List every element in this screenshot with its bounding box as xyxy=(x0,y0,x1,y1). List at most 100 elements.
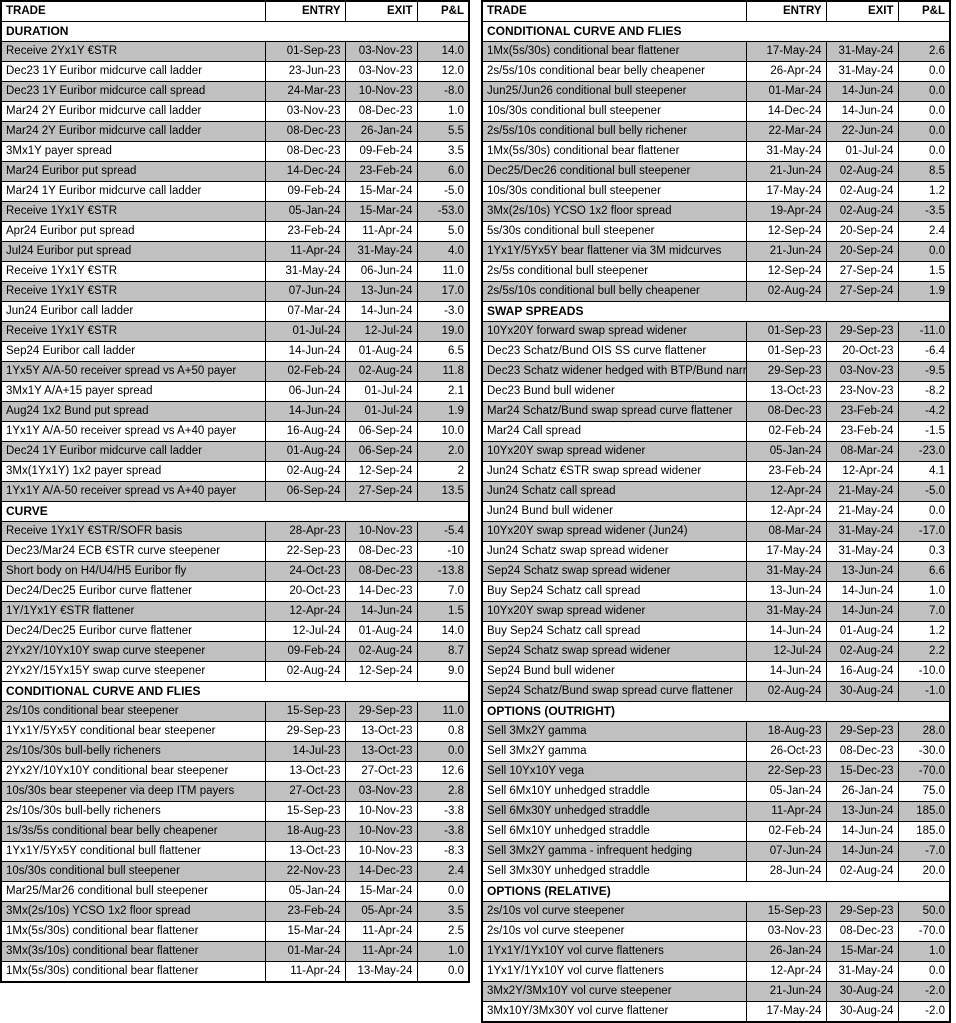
table-row[interactable]: 3Mx(1Yx1Y) 1x2 payer spread 02-Aug-24 12-S… xyxy=(0,461,470,482)
table-row[interactable]: 1Yx1Y A/A-50 receiver spread vs A+40 pay… xyxy=(0,481,470,502)
table-row[interactable]: 2s/10s vol curve steepener 03-Nov-23 08-De… xyxy=(481,921,951,942)
table-row[interactable]: 3Mx1Y A/A+15 payer spread 06-Jun-24 01-Jul… xyxy=(0,381,470,402)
table-row[interactable]: 1Yx1Y/5Yx5Y bear flattener via 3M midcur… xyxy=(481,241,951,262)
table-row[interactable]: Dec23 Schatz/Bund OIS SS curve flattener… xyxy=(481,341,951,362)
table-row[interactable]: Mar24 Euribor put spread 14-Dec-24 23-Feb-… xyxy=(0,161,470,182)
table-row[interactable]: Sep24 Euribor call ladder 14-Jun-24 01-Aug… xyxy=(0,341,470,362)
table-row[interactable]: 3Mx(2s/10s) YCSO 1x2 floor spread 23-Feb-… xyxy=(0,901,470,922)
table-row[interactable]: Sell 10Yx10Y vega 22-Sep-23 15-Dec-23 -70.0 xyxy=(481,761,951,782)
table-row[interactable]: Sep24 Schatz swap spread widener 12-Jul-2… xyxy=(481,641,951,662)
table-row[interactable]: Mar24 Schatz/Bund swap spread curve flat… xyxy=(481,401,951,422)
entry-date: 02-Aug-24 xyxy=(745,681,827,702)
table-row[interactable]: Jun24 Schatz swap spread widener 17-May-2… xyxy=(481,541,951,562)
table-row[interactable]: Jun24 Bund bull widener 12-Apr-24 21-May-2… xyxy=(481,501,951,522)
table-row[interactable]: 1Mx(5s/30s) conditional bear flattener 31… xyxy=(481,141,951,162)
pl-value: 1.0 xyxy=(897,581,951,602)
table-row[interactable]: Mar24 Call spread 02-Feb-24 23-Feb-24 -1.5 xyxy=(481,421,951,442)
table-row[interactable]: 2s/5s conditional bull steepener 12-Sep-2… xyxy=(481,261,951,282)
table-row[interactable]: Receive 1Yx1Y €STR 07-Jun-24 13-Jun-24 17.0 xyxy=(0,281,470,302)
table-row[interactable]: Receive 1Yx1Y €STR 01-Jul-24 12-Jul-24 19.0 xyxy=(0,321,470,342)
table-row[interactable]: 2s/5s/10s conditional bull belly cheapen… xyxy=(481,281,951,302)
pl-value: -5.0 xyxy=(416,181,470,202)
table-row[interactable]: 1Mx(5s/30s) conditional bear flattener 11… xyxy=(0,961,470,983)
table-row[interactable]: Dec24/Dec25 Euribor curve flattener 20-Oc… xyxy=(0,581,470,602)
table-row[interactable]: Mar24 2Y Euribor midcurve call ladder 03-… xyxy=(0,101,470,122)
table-row[interactable]: Receive 2Yx1Y €STR 01-Sep-23 03-Nov-23 14.0 xyxy=(0,41,470,62)
table-row[interactable]: 10Yx20Y swap spread widener 05-Jan-24 08-M… xyxy=(481,441,951,462)
table-row[interactable]: 10s/30s conditional bull steepener 14-Dec… xyxy=(481,101,951,122)
table-row[interactable]: 1Y/1Yx1Y €STR flattener 12-Apr-24 14-Jun-2… xyxy=(0,601,470,622)
table-row[interactable]: 3Mx(3s/10s) conditional bear flattener 01… xyxy=(0,941,470,962)
table-row[interactable]: Sell 3Mx2Y gamma - infrequent hedging 07-… xyxy=(481,841,951,862)
table-row[interactable]: Receive 1Yx1Y €STR/SOFR basis 28-Apr-23 10… xyxy=(0,521,470,542)
table-row[interactable]: 1Yx1Y/1Yx10Y vol curve flatteners 12-Apr-… xyxy=(481,961,951,982)
table-row[interactable]: 3Mx1Y payer spread 08-Dec-23 09-Feb-24 3.5 xyxy=(0,141,470,162)
section-title: CONDITIONAL CURVE AND FLIES xyxy=(481,21,951,42)
table-row[interactable]: Sell 6Mx30Y unhedged straddle 11-Apr-24 13… xyxy=(481,801,951,822)
table-row[interactable]: Buy Sep24 Schatz call spread 14-Jun-24 01-… xyxy=(481,621,951,642)
table-row[interactable]: 1Mx(5s/30s) conditional bear flattener 17… xyxy=(481,41,951,62)
table-row[interactable]: Short body on H4/U4/H5 Euribor fly 24-Oct… xyxy=(0,561,470,582)
table-row[interactable]: Sep24 Bund bull widener 14-Jun-24 16-Aug-2… xyxy=(481,661,951,682)
table-row[interactable]: 2s/10s/30s bull-belly richeners 15-Sep-23… xyxy=(0,801,470,822)
table-row[interactable]: Dec23 1Y Euribor midcurce call spread 24-… xyxy=(0,81,470,102)
table-row[interactable]: Dec23/Mar24 ECB €STR curve steepener 22-S… xyxy=(0,541,470,562)
table-row[interactable]: 10Yx20Y forward swap spread widener 01-Se… xyxy=(481,321,951,342)
table-row[interactable]: 1Yx1Y/5Yx5Y conditional bear steepener 29… xyxy=(0,721,470,742)
table-row[interactable]: Receive 1Yx1Y €STR 05-Jan-24 15-Mar-24 -53.… xyxy=(0,201,470,222)
table-row[interactable]: 1Yx1Y/5Yx5Y conditional bull flattener 13… xyxy=(0,841,470,862)
table-row[interactable]: Sell 3Mx2Y gamma 26-Oct-23 08-Dec-23 -30.0 xyxy=(481,741,951,762)
table-row[interactable]: 1s/3s/5s conditional bear belly cheapene… xyxy=(0,821,470,842)
table-row[interactable]: Receive 1Yx1Y €STR 31-May-24 06-Jun-24 11.0 xyxy=(0,261,470,282)
table-row[interactable]: 2s/5s/10s conditional bull belly richene… xyxy=(481,121,951,142)
table-row[interactable]: Jun25/Jun26 conditional bull steepener 01… xyxy=(481,81,951,102)
table-row[interactable]: 3Mx10Y/3Mx30Y vol curve flattener 17-May-… xyxy=(481,1001,951,1023)
table-row[interactable]: 10Yx20Y swap spread widener (Jun24) 08-Ma… xyxy=(481,521,951,542)
entry-date: 08-Mar-24 xyxy=(745,521,827,542)
entry-date: 05-Jan-24 xyxy=(264,881,346,902)
table-row[interactable]: Sell 6Mx10Y unhedged straddle 05-Jan-24 26… xyxy=(481,781,951,802)
table-row[interactable]: Buy Sep24 Schatz call spread 13-Jun-24 14-… xyxy=(481,581,951,602)
entry-date: 24-Oct-23 xyxy=(264,561,346,582)
table-row[interactable]: 1Yx5Y A/A-50 receiver spread vs A+50 pay… xyxy=(0,361,470,382)
table-row[interactable]: Mar24 2Y Euribor midcurve call ladder 08-… xyxy=(0,121,470,142)
table-row[interactable]: 5s/30s conditional bull steepener 12-Sep-… xyxy=(481,221,951,242)
table-row[interactable]: 1Yx1Y/1Yx10Y vol curve flatteners 26-Jan-… xyxy=(481,941,951,962)
table-row[interactable]: Mar25/Mar26 conditional bull steepener 05… xyxy=(0,881,470,902)
table-row[interactable]: Jun24 Schatz €STR swap spread widener 23-… xyxy=(481,461,951,482)
table-row[interactable]: 10s/30s conditional bull steepener 22-Nov… xyxy=(0,861,470,882)
table-row[interactable]: 1Mx(5s/30s) conditional bear flattener 15… xyxy=(0,921,470,942)
table-row[interactable]: 2s/10s conditional bear steepener 15-Sep-… xyxy=(0,701,470,722)
table-row[interactable]: 2s/10s/30s bull-belly richeners 14-Jul-23… xyxy=(0,741,470,762)
table-row[interactable]: Jun24 Schatz call spread 12-Apr-24 21-May-… xyxy=(481,481,951,502)
table-row[interactable]: 2Yx2Y/10Yx10Y conditional bear steepener… xyxy=(0,761,470,782)
table-row[interactable]: Dec23 Schatz widener hedged with BTP/Bun… xyxy=(481,361,951,382)
table-row[interactable]: 10Yx20Y swap spread widener 31-May-24 14-J… xyxy=(481,601,951,622)
table-row[interactable]: Aug24 1x2 Bund put spread 14-Jun-24 01-Jul… xyxy=(0,401,470,422)
table-row[interactable]: Mar24 1Y Euribor midcurve call ladder 09-… xyxy=(0,181,470,202)
entry-date: 01-Sep-23 xyxy=(745,321,827,342)
table-row[interactable]: 10s/30s bear steepener via deep ITM paye… xyxy=(0,781,470,802)
exit-date: 14-Dec-23 xyxy=(344,581,418,602)
table-row[interactable]: Sell 6Mx10Y unhedged straddle 02-Feb-24 14… xyxy=(481,821,951,842)
table-row[interactable]: 1Yx1Y A/A-50 receiver spread vs A+40 pay… xyxy=(0,421,470,442)
table-row[interactable]: Dec24/Dec25 Euribor curve flattener 12-Ju… xyxy=(0,621,470,642)
table-row[interactable]: Dec24 1Y Euribor midcurve call ladder 01-… xyxy=(0,441,470,462)
table-row[interactable]: 3Mx(2s/10s) YCSO 1x2 floor spread 19-Apr-… xyxy=(481,201,951,222)
table-row[interactable]: Jul24 Euribor put spread 11-Apr-24 31-May-… xyxy=(0,241,470,262)
table-row[interactable]: Sep24 Schatz swap spread widener 31-May-2… xyxy=(481,561,951,582)
table-row[interactable]: Jun24 Euribor call ladder 07-Mar-24 14-Jun… xyxy=(0,301,470,322)
table-row[interactable]: 3Mx2Y/3Mx10Y vol curve steepener 21-Jun-2… xyxy=(481,981,951,1002)
table-row[interactable]: 10s/30s conditional bull steepener 17-May… xyxy=(481,181,951,202)
table-row[interactable]: 2Yx2Y/15Yx15Y swap curve steepener 02-Aug… xyxy=(0,661,470,682)
table-row[interactable]: Dec23 Bund bull widener 13-Oct-23 23-Nov-2… xyxy=(481,381,951,402)
table-row[interactable]: Dec23 1Y Euribor midcurve call ladder 23-… xyxy=(0,61,470,82)
table-row[interactable]: 2s/5s/10s conditional bear belly cheapen… xyxy=(481,61,951,82)
table-row[interactable]: Sell 3Mx2Y gamma 18-Aug-23 29-Sep-23 28.0 xyxy=(481,721,951,742)
table-row[interactable]: 2Yx2Y/10Yx10Y swap curve steepener 09-Feb… xyxy=(0,641,470,662)
table-row[interactable]: Dec25/Dec26 conditional bull steepener 21… xyxy=(481,161,951,182)
table-row[interactable]: Sep24 Schatz/Bund swap spread curve flat… xyxy=(481,681,951,702)
table-row[interactable]: Sell 3Mx30Y unhedged straddle 28-Jun-24 02… xyxy=(481,861,951,882)
table-row[interactable]: 2s/10s vol curve steepener 15-Sep-23 29-Se… xyxy=(481,901,951,922)
table-row[interactable]: Apr24 Euribor put spread 23-Feb-24 11-Apr-… xyxy=(0,221,470,242)
